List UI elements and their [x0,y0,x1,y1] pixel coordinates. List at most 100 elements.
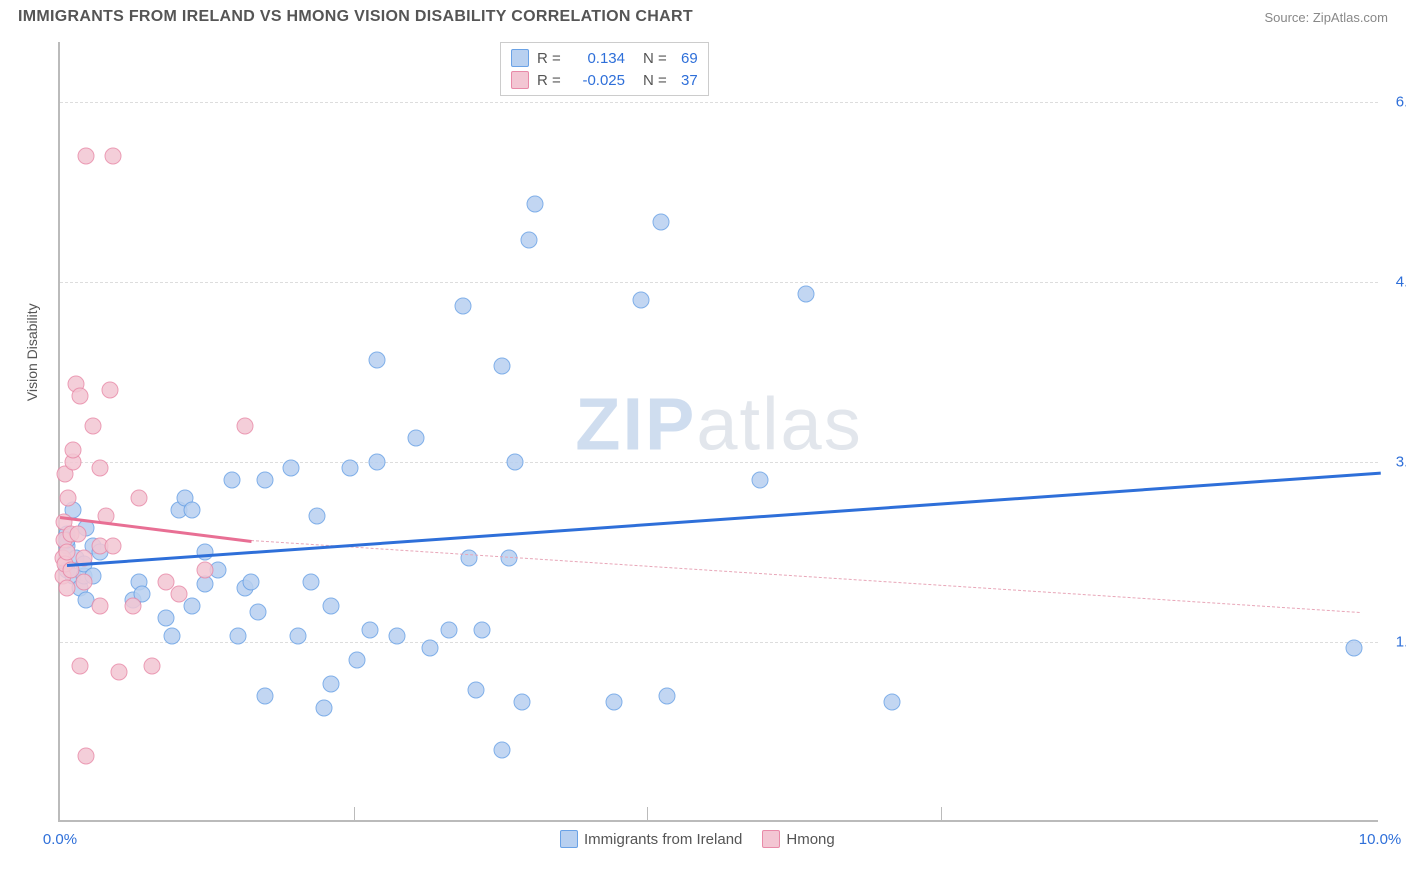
scatter-point [507,454,524,471]
scatter-point [632,292,649,309]
legend-item-label: Immigrants from Ireland [584,831,742,848]
scatter-point [197,562,214,579]
series-legend: Immigrants from Ireland Hmong [560,830,835,848]
x-tick-mark [354,807,355,821]
scatter-point [368,352,385,369]
scatter-point [474,622,491,639]
grid-line [60,642,1378,643]
y-tick-label: 6.0% [1396,94,1406,111]
n-label: N = [643,72,673,89]
scatter-point [514,694,531,711]
scatter-point [91,460,108,477]
y-tick-label: 3.0% [1396,454,1406,471]
scatter-plot-area: ZIPatlas 1.5%3.0%4.5%6.0%0.0%10.0%R =0.1… [58,42,1378,822]
x-tick-mark [647,807,648,821]
scatter-point [606,694,623,711]
trend-line [251,540,1360,613]
legend-item: Hmong [762,830,834,848]
scatter-point [104,148,121,165]
x-tick-label: 0.0% [43,831,77,848]
scatter-point [652,214,669,231]
scatter-point [184,598,201,615]
r-label: R = [537,72,567,89]
scatter-point [388,628,405,645]
scatter-point [421,640,438,657]
scatter-point [751,472,768,489]
scatter-point [441,622,458,639]
scatter-point [243,574,260,591]
grid-line [60,102,1378,103]
scatter-point [322,598,339,615]
scatter-point [362,622,379,639]
scatter-point [283,460,300,477]
legend-swatch [511,71,529,89]
legend-swatch [762,830,780,848]
scatter-point [289,628,306,645]
y-tick-label: 1.5% [1396,634,1406,651]
scatter-point [527,196,544,213]
y-axis-label: Vision Disability [24,303,40,401]
scatter-point [65,442,82,459]
scatter-point [467,682,484,699]
scatter-point [408,430,425,447]
scatter-point [1345,640,1362,657]
x-tick-mark [941,807,942,821]
x-tick-label: 10.0% [1359,831,1402,848]
scatter-point [302,574,319,591]
scatter-point [78,748,95,765]
scatter-point [322,676,339,693]
n-value: 37 [681,72,698,89]
legend-row: R = -0.025 N = 37 [511,69,698,91]
scatter-point [124,598,141,615]
chart-title: IMMIGRANTS FROM IRELAND VS HMONG VISION … [18,8,693,26]
n-value: 69 [681,50,698,67]
legend-item: Immigrants from Ireland [560,830,742,848]
y-tick-label: 4.5% [1396,274,1406,291]
watermark-part1: ZIP [575,383,696,466]
scatter-point [494,358,511,375]
scatter-point [797,286,814,303]
scatter-point [461,550,478,567]
watermark: ZIPatlas [575,382,862,467]
scatter-point [256,472,273,489]
r-value: 0.134 [575,50,625,67]
scatter-point [197,544,214,561]
scatter-point [494,742,511,759]
scatter-point [184,502,201,519]
source-prefix: Source: [1264,10,1312,25]
r-value: -0.025 [575,72,625,89]
legend-item-label: Hmong [786,831,834,848]
grid-line [60,282,1378,283]
scatter-point [59,490,76,507]
scatter-point [85,418,102,435]
watermark-part2: atlas [696,383,862,466]
scatter-point [91,598,108,615]
source-attribution: Source: ZipAtlas.com [1264,10,1388,25]
scatter-point [102,382,119,399]
header: IMMIGRANTS FROM IRELAND VS HMONG VISION … [0,0,1406,30]
scatter-point [70,526,87,543]
scatter-point [236,418,253,435]
scatter-point [75,574,92,591]
scatter-point [309,508,326,525]
legend-row: R = 0.134 N = 69 [511,47,698,69]
scatter-point [131,490,148,507]
grid-line [60,462,1378,463]
scatter-point [256,688,273,705]
scatter-point [349,652,366,669]
scatter-point [111,664,128,681]
scatter-point [104,538,121,555]
scatter-point [223,472,240,489]
n-label: N = [643,50,673,67]
scatter-point [78,148,95,165]
legend-swatch [511,49,529,67]
correlation-legend: R = 0.134 N = 69 R = -0.025 N = 37 [500,42,709,96]
scatter-point [157,610,174,627]
scatter-point [164,628,181,645]
scatter-point [230,628,247,645]
r-label: R = [537,50,567,67]
scatter-point [144,658,161,675]
scatter-point [71,388,88,405]
scatter-point [170,586,187,603]
scatter-point [368,454,385,471]
